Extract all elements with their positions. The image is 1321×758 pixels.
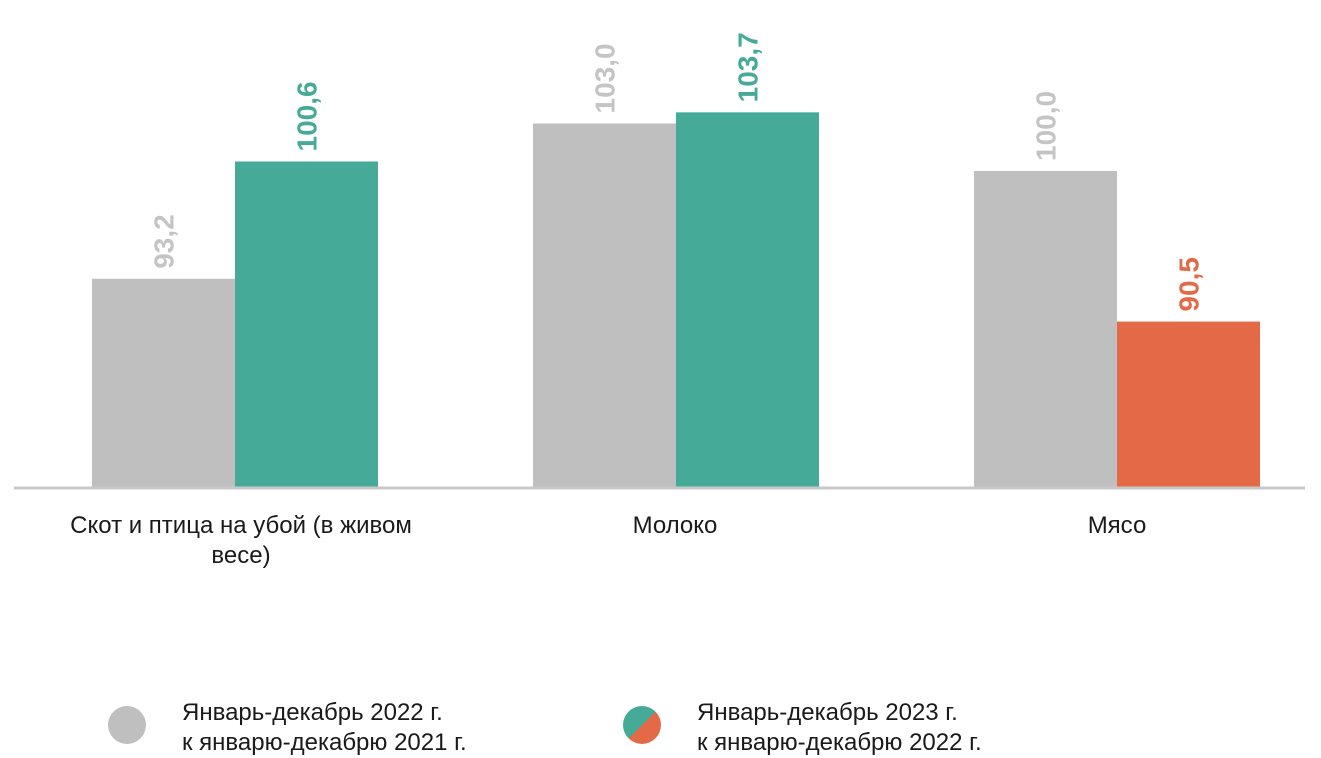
value-label-s1-c1: 93,2 bbox=[149, 214, 180, 269]
bar-s2-c2 bbox=[676, 112, 819, 488]
value-label-s1-c3: 100,0 bbox=[1031, 91, 1062, 161]
legend-label-2023: Январь-декабрь 2023 г. к январю-декабрю … bbox=[697, 698, 982, 758]
green-orange-circle-icon bbox=[623, 706, 661, 744]
gray-circle-icon bbox=[108, 706, 146, 744]
category-label-2: Молоко bbox=[633, 512, 718, 539]
bars-layer bbox=[92, 112, 1260, 489]
bar-s1-c3 bbox=[974, 171, 1117, 488]
legend-label-2022: Январь-декабрь 2022 г. к январю-декабрю … bbox=[182, 698, 467, 758]
bar-s2-c1 bbox=[235, 161, 378, 489]
category-label-line: Мясо bbox=[1088, 512, 1147, 539]
value-label-s2-c2: 103,7 bbox=[733, 32, 764, 102]
bar-chart: 93,2 103,0 100,0 100,6 103,7 90,5 Скот и птиц… bbox=[14, 32, 1305, 569]
category-label-1: Скот и птица на убой (в живом весе) bbox=[70, 512, 412, 569]
bar-s1-c2 bbox=[533, 123, 676, 488]
value-labels-layer: 93,2 103,0 100,0 100,6 103,7 90,5 bbox=[149, 32, 1205, 311]
value-label-s1-c2: 103,0 bbox=[590, 43, 621, 113]
legend-line-1: Январь-декабрь 2022 г. bbox=[182, 699, 443, 726]
category-label-3: Мясо bbox=[1088, 512, 1147, 539]
value-label-s2-c3: 90,5 bbox=[1174, 257, 1205, 312]
legend-line-2: к январю-декабрю 2022 г. bbox=[697, 729, 982, 756]
category-label-line: Молоко bbox=[633, 512, 718, 539]
legend-line-1: Январь-декабрь 2023 г. bbox=[697, 699, 958, 726]
legend-item-2022: Январь-декабрь 2022 г. к январю-декабрю … bbox=[108, 698, 467, 758]
legend-line-2: к январю-декабрю 2021 г. bbox=[182, 729, 467, 756]
value-label-s2-c1: 100,6 bbox=[292, 81, 323, 151]
bar-s2-c3 bbox=[1117, 321, 1260, 488]
category-labels-layer: Скот и птица на убой (в живом весе) Молоко… bbox=[70, 512, 1146, 569]
category-label-line: Скот и птица на убой (в живом bbox=[70, 512, 412, 539]
bar-s1-c1 bbox=[92, 278, 235, 488]
legend-item-2023: Январь-декабрь 2023 г. к январю-декабрю … bbox=[623, 698, 982, 758]
category-label-line: весе) bbox=[211, 542, 270, 569]
